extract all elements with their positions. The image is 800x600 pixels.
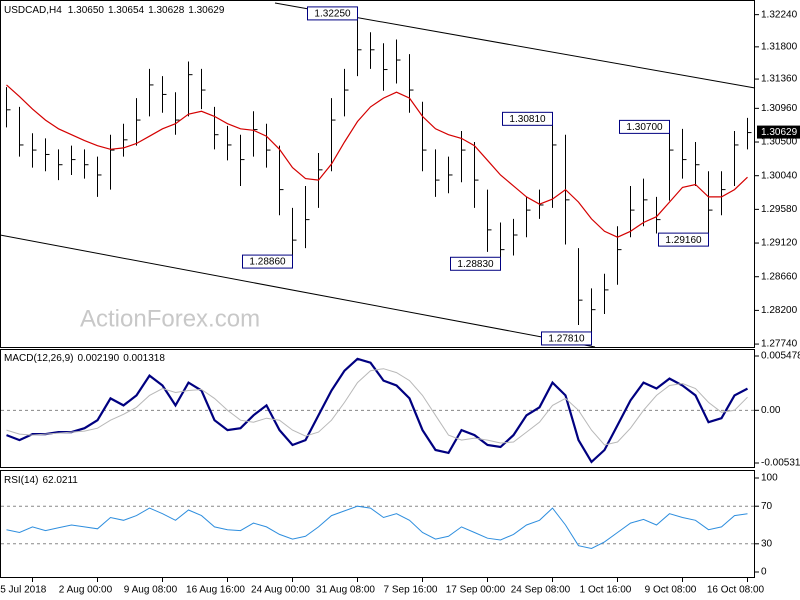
y-tick-label: 1.30040 bbox=[761, 170, 798, 181]
macd-header: MACD(12,26,9) 0.002190 0.001318 bbox=[4, 353, 165, 364]
channel-lower bbox=[0, 234, 596, 348]
watermark: ActionForex.com bbox=[80, 305, 260, 332]
annotation-box bbox=[307, 6, 358, 21]
signal-readout: 0.001318 bbox=[123, 353, 165, 364]
annotation-box bbox=[619, 119, 670, 134]
last-price-label: 1.30629 bbox=[761, 127, 798, 138]
annotation-label: 1.30810 bbox=[509, 114, 546, 125]
quote-close: 1.30629 bbox=[188, 5, 225, 16]
y-tick-label: 1.31800 bbox=[761, 41, 798, 52]
annotation-label: 1.32250 bbox=[314, 9, 351, 20]
rsi-panel bbox=[0, 470, 755, 578]
annotation-box bbox=[502, 111, 553, 126]
indicator-line bbox=[6, 368, 748, 446]
moving-average bbox=[6, 84, 748, 238]
x-tick-label: 24 Aug 00:00 bbox=[251, 585, 310, 596]
quote-low: 1.30628 bbox=[148, 5, 185, 16]
last-price-tag bbox=[757, 125, 800, 139]
y-tick-label: 30 bbox=[761, 538, 773, 549]
y-tick-label: 1.32240 bbox=[761, 9, 798, 20]
y-tick-label: 0.00 bbox=[761, 405, 781, 416]
annotation-label: 1.28860 bbox=[249, 257, 286, 268]
rsi-title: RSI(14) bbox=[4, 475, 38, 486]
x-tick-label: 24 Sep 08:00 bbox=[511, 585, 571, 596]
x-tick-label: 7 Sep 16:00 bbox=[384, 585, 438, 596]
x-tick-label: 9 Aug 08:00 bbox=[124, 585, 178, 596]
y-tick-label: 1.30960 bbox=[761, 103, 798, 114]
indicator-line bbox=[6, 505, 748, 550]
x-tick-label: 16 Oct 08:00 bbox=[707, 585, 765, 596]
x-tick-label: 9 Oct 08:00 bbox=[645, 585, 697, 596]
price-panel bbox=[0, 0, 755, 348]
y-tick-label: 1.28200 bbox=[761, 305, 798, 316]
x-tick-label: 1 Oct 16:00 bbox=[580, 585, 632, 596]
rsi-header: RSI(14) 62.0211 bbox=[4, 475, 78, 486]
y-tick-label: 1.28660 bbox=[761, 271, 798, 282]
y-tick-label: 0.005478 bbox=[761, 351, 800, 362]
x-tick-label: 31 Aug 08:00 bbox=[316, 585, 375, 596]
y-tick-label: 1.31360 bbox=[761, 74, 798, 85]
macd-title: MACD(12,26,9) bbox=[4, 353, 73, 364]
x-tick-label: 16 Aug 16:00 bbox=[186, 585, 245, 596]
quote-open: 1.30650 bbox=[68, 5, 105, 16]
y-tick-label: 1.29120 bbox=[761, 238, 798, 249]
annotation-box bbox=[658, 232, 709, 247]
y-tick-label: 0 bbox=[761, 567, 767, 578]
x-tick-label: 17 Sep 00:00 bbox=[446, 585, 506, 596]
annotation-box bbox=[541, 331, 592, 346]
y-tick-label: 70 bbox=[761, 501, 773, 512]
y-tick-label: 100 bbox=[761, 473, 778, 484]
y-tick-label: 1.27740 bbox=[761, 339, 798, 350]
y-tick-label: -0.005314 bbox=[761, 458, 800, 469]
y-tick-label: 1.29580 bbox=[761, 204, 798, 215]
annotation-label: 1.28830 bbox=[457, 259, 494, 270]
price-header: USDCAD,H4 1.30650 1.30654 1.30628 1.30629 bbox=[4, 5, 225, 16]
annotation-box bbox=[450, 256, 501, 271]
y-tick-label: 1.30500 bbox=[761, 137, 798, 148]
x-tick-label: 25 Jul 2018 bbox=[0, 585, 47, 596]
symbol: USDCAD,H4 bbox=[4, 5, 62, 16]
macd-panel bbox=[0, 349, 755, 468]
annotation-label: 1.27810 bbox=[548, 334, 585, 345]
macd-readout: 0.002190 bbox=[77, 353, 119, 364]
annotation-label: 1.30700 bbox=[626, 122, 663, 133]
annotation-box bbox=[242, 254, 293, 269]
quote-high: 1.30654 bbox=[108, 5, 145, 16]
x-tick-label: 2 Aug 00:00 bbox=[59, 585, 113, 596]
indicator-line bbox=[6, 357, 749, 464]
annotation-label: 1.29160 bbox=[665, 235, 702, 246]
rsi-readout: 62.0211 bbox=[42, 475, 78, 486]
